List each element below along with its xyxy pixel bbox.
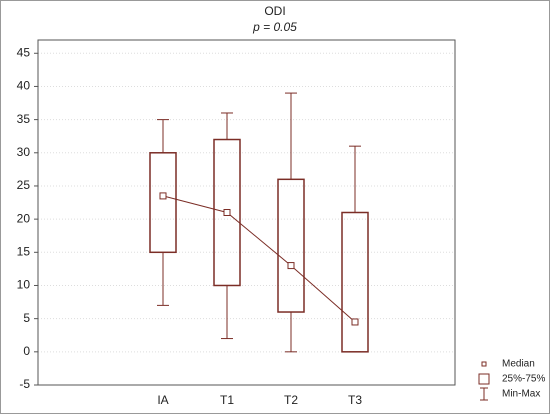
y-tick-label: 15	[17, 244, 31, 258]
y-tick-label: 30	[17, 145, 31, 159]
chart-subtitle: p = 0.05	[252, 20, 297, 34]
x-tick-label: T2	[284, 393, 298, 407]
box	[341, 211, 369, 353]
y-tick-label: 0	[23, 344, 30, 358]
y-tick-label: -5	[19, 377, 30, 391]
median-marker	[223, 209, 231, 216]
y-tick-label: 10	[17, 278, 31, 292]
median-marker	[351, 318, 359, 326]
box	[213, 138, 241, 287]
x-tick-label: T1	[220, 393, 234, 407]
box	[277, 178, 305, 313]
y-tick-label: 20	[17, 211, 31, 225]
x-tick-label: IA	[157, 393, 168, 407]
y-tick-label: 40	[17, 79, 31, 93]
y-tick-label: 45	[17, 45, 31, 59]
box	[149, 152, 177, 254]
plot-frame	[37, 39, 456, 386]
y-tick-label: 5	[23, 311, 30, 325]
legend-label: 25%-75%	[502, 374, 545, 385]
y-tick-label: 25	[17, 178, 31, 192]
x-tick-label: T3	[348, 393, 362, 407]
legend-box-icon	[478, 373, 490, 385]
chart-title: ODI	[264, 4, 285, 18]
y-tick-label: 35	[17, 112, 31, 126]
median-marker	[159, 192, 167, 200]
legend-median-icon	[481, 361, 487, 367]
median-marker	[287, 262, 295, 270]
legend-label: Median	[502, 359, 535, 370]
median-line	[162, 195, 356, 323]
legend-label: Min-Max	[502, 389, 540, 400]
legend-whisker-icon	[480, 387, 488, 401]
